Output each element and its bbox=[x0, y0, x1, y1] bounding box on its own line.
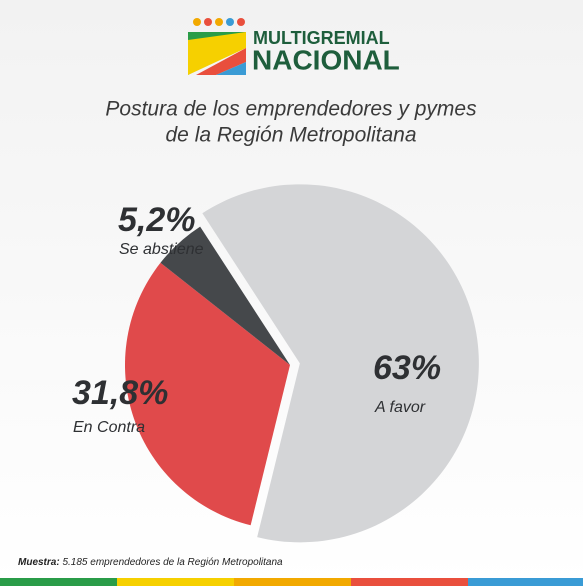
bottom-stripe bbox=[0, 578, 583, 586]
logo-line2: NACIONAL bbox=[252, 44, 400, 75]
logo-icon bbox=[188, 18, 246, 75]
footnote-text: 5.185 emprendedores de la Región Metropo… bbox=[62, 557, 283, 568]
pie-slice bbox=[202, 184, 479, 543]
footnote: Muestra: 5.185 emprendedores de la Regió… bbox=[18, 557, 283, 568]
pie-slice bbox=[160, 226, 290, 365]
value-label: 5,2% bbox=[118, 201, 196, 239]
value-label: 63% bbox=[373, 349, 441, 387]
value-label: 31,8% bbox=[72, 374, 168, 412]
category-label: Se abstiene bbox=[119, 241, 204, 258]
category-label: A favor bbox=[374, 399, 426, 416]
logo-line1: MULTIGREMIAL bbox=[253, 28, 390, 48]
category-label: En Contra bbox=[73, 419, 145, 436]
pie-slice bbox=[124, 262, 290, 526]
chart-title: de la Región Metropolitana bbox=[166, 124, 417, 147]
footnote-label: Muestra: bbox=[18, 557, 60, 568]
chart-title: Postura de los emprendedores y pymes bbox=[105, 98, 477, 121]
